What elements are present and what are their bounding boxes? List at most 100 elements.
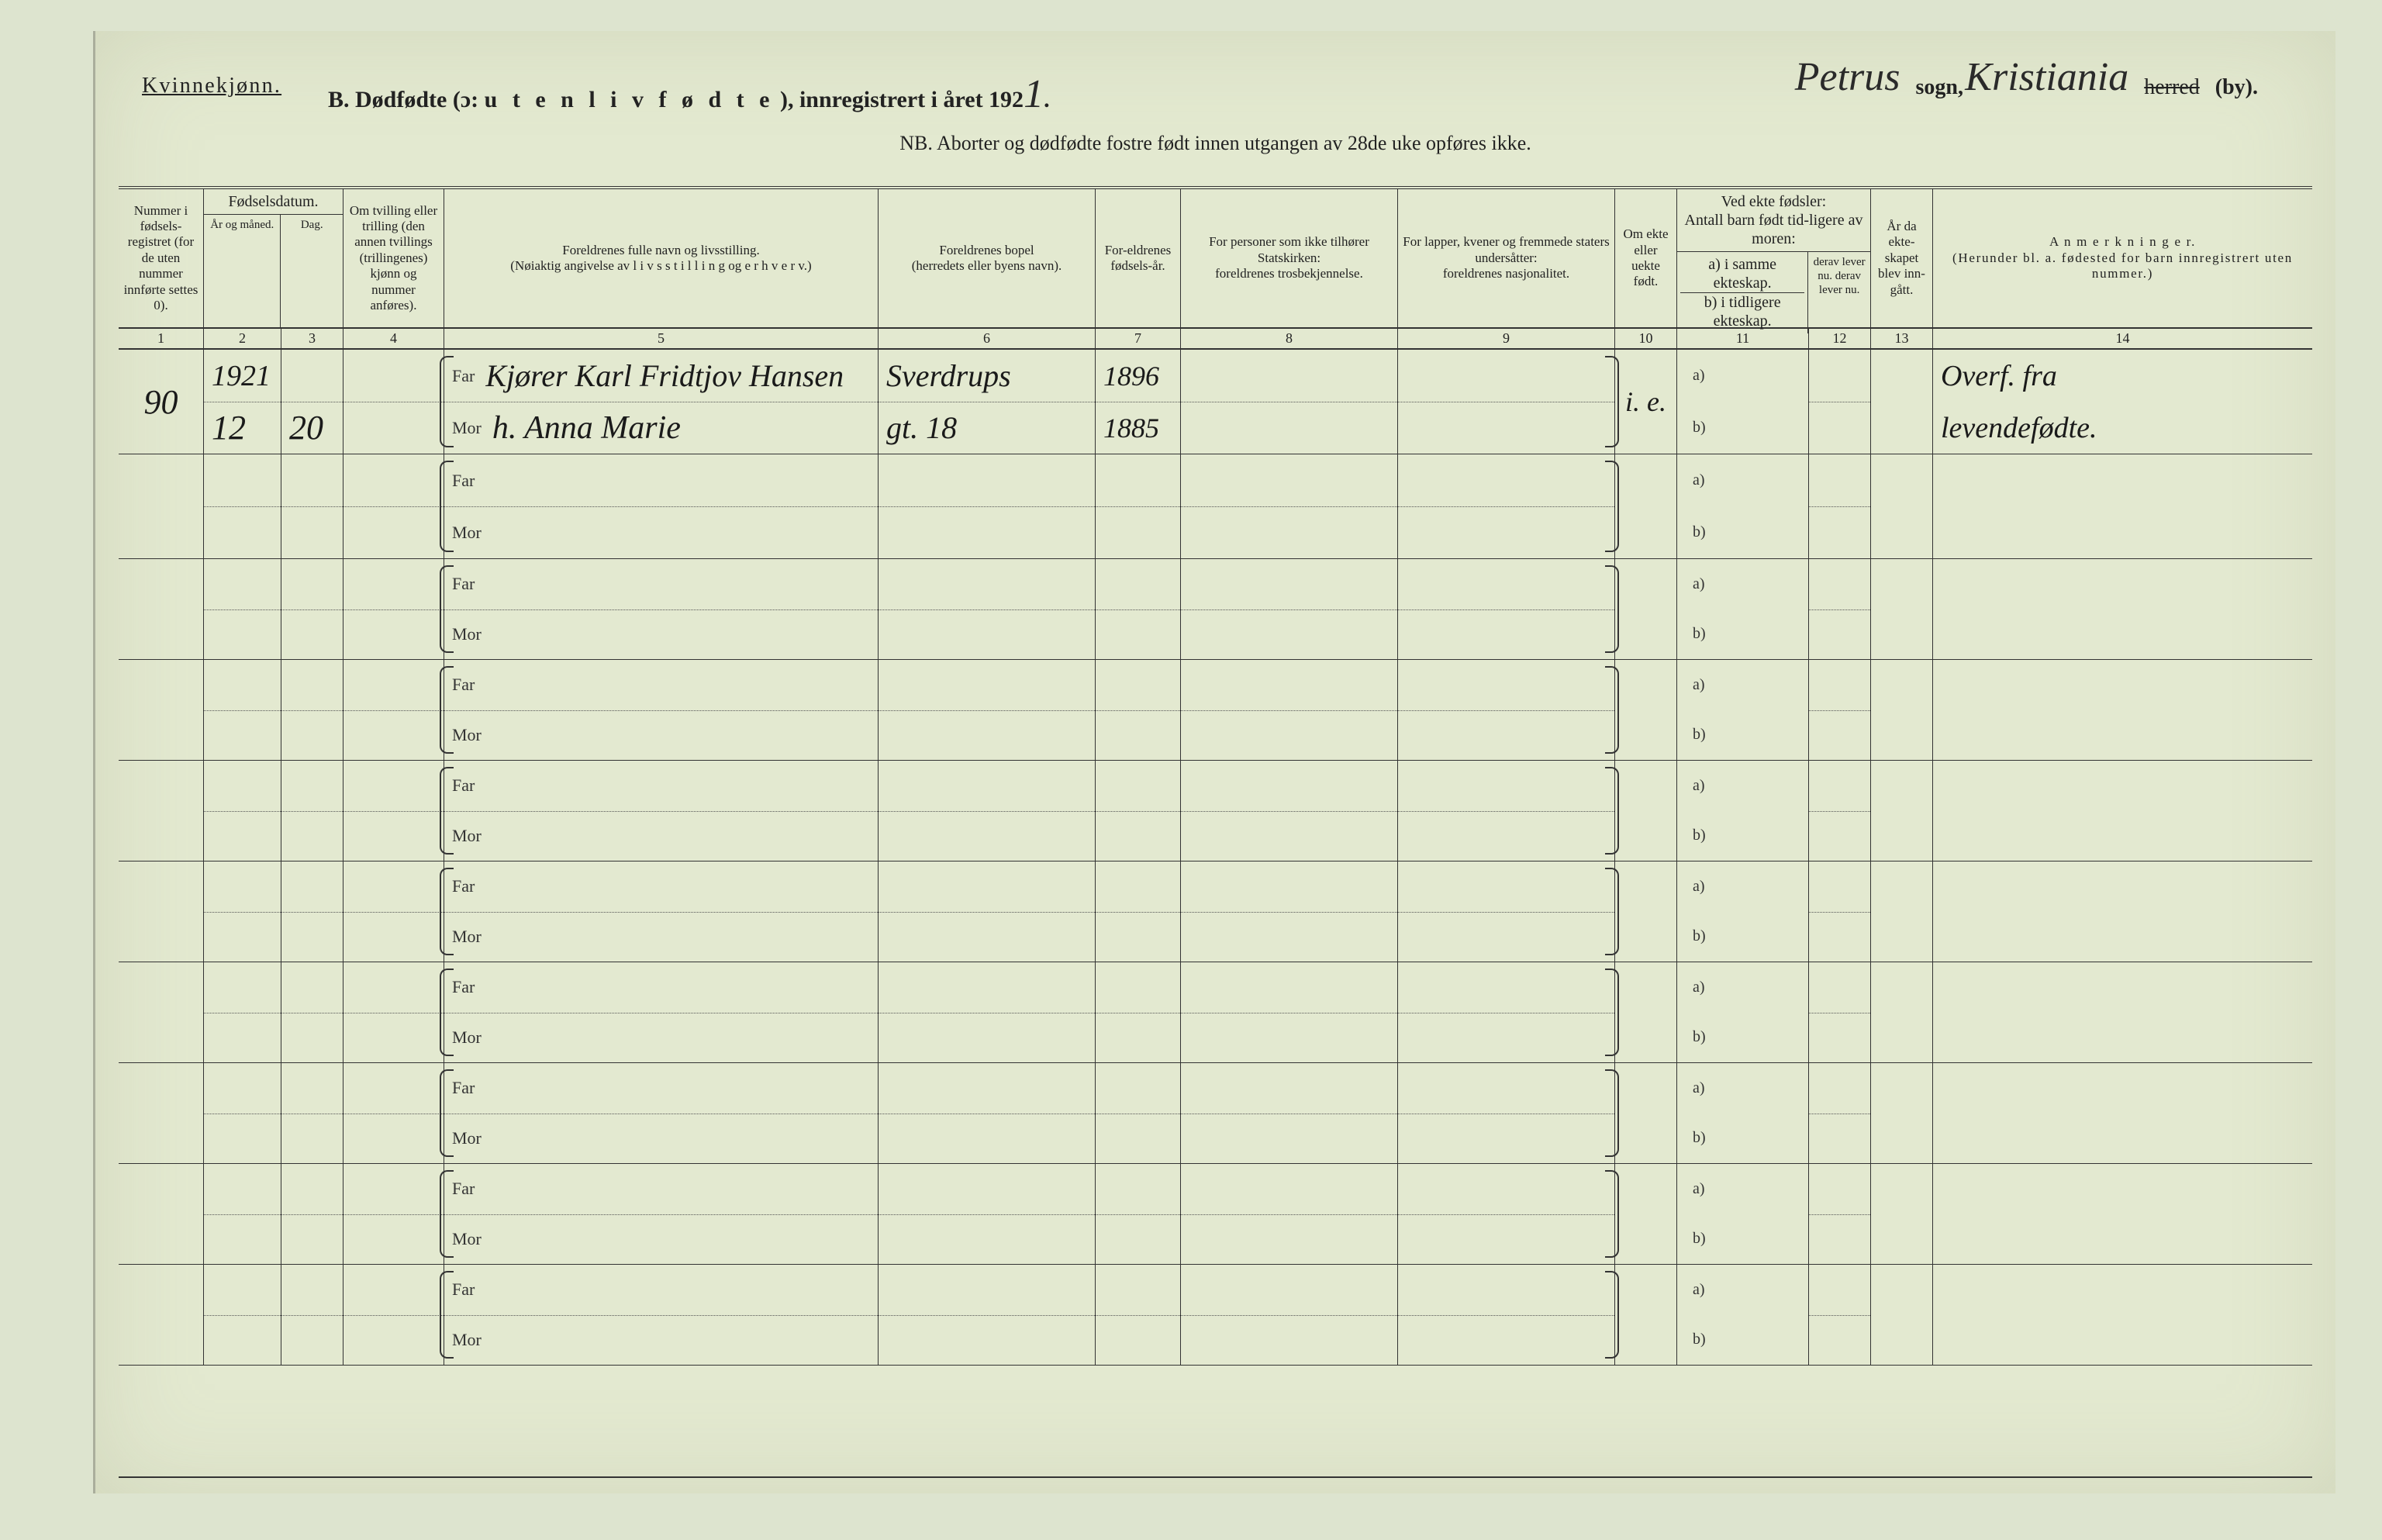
far-label: Far bbox=[452, 1279, 475, 1300]
mor-label: Mor bbox=[452, 1027, 482, 1048]
cell-lever bbox=[1809, 962, 1871, 1062]
cell-ekte: i. e. bbox=[1615, 350, 1677, 454]
far-bopel-hw: Sverdrups bbox=[886, 357, 1011, 394]
cell-anm bbox=[1933, 559, 2312, 659]
mor-label: Mor bbox=[452, 1128, 482, 1148]
table-row: Far Mor a) b) bbox=[119, 862, 2312, 962]
cell-ekte bbox=[1615, 559, 1677, 659]
cell-num bbox=[119, 454, 204, 558]
title-spaced: u t e n l i v f ø d t e bbox=[485, 87, 775, 112]
anm2-hw: levendefødte. bbox=[1941, 411, 2097, 445]
cell-bopel bbox=[879, 862, 1096, 962]
col-header-11top: Ved ekte fødsler: Antall barn født tid-l… bbox=[1677, 189, 1870, 252]
table-row: Far Mor a) b) bbox=[119, 761, 2312, 862]
cell-parents: Far Mor bbox=[444, 660, 879, 760]
year-handwritten: 1 bbox=[1024, 72, 1044, 116]
a-label: a) bbox=[1685, 777, 1705, 795]
cell-ekteskaps-aar bbox=[1871, 1265, 1933, 1365]
col-header-12: derav lever nu. derav lever nu. bbox=[1808, 252, 1870, 333]
cell-ekteskaps-aar bbox=[1871, 559, 1933, 659]
cell-parents: Far Mor bbox=[444, 1164, 879, 1264]
colnum-2: 2 bbox=[204, 329, 281, 348]
cell-birthyears bbox=[1096, 1063, 1181, 1163]
cell-parents: Far Mor bbox=[444, 454, 879, 558]
cell-bopel bbox=[879, 559, 1096, 659]
table-row: Far Mor a) b) bbox=[119, 660, 2312, 761]
cell-lever bbox=[1809, 454, 1871, 558]
b-label: b) bbox=[1685, 523, 1706, 541]
far-label: Far bbox=[452, 775, 475, 796]
cell-nationality bbox=[1398, 1063, 1615, 1163]
cell-bopel bbox=[879, 660, 1096, 760]
b-label: b) bbox=[1685, 1028, 1706, 1046]
col-header-8: For personer som ikke tilhører Statskirk… bbox=[1181, 189, 1398, 327]
b-label: b) bbox=[1685, 419, 1706, 437]
colnum-13: 13 bbox=[1871, 329, 1933, 348]
cell-year-month bbox=[204, 862, 281, 962]
colnum-11: 11 bbox=[1677, 329, 1809, 348]
cell-nationality bbox=[1398, 350, 1615, 454]
cell-nationality bbox=[1398, 962, 1615, 1062]
cell-faith bbox=[1181, 660, 1398, 760]
cell-twin bbox=[343, 559, 444, 659]
by-block: Kristiania herred (by). bbox=[1965, 54, 2258, 100]
cell-num bbox=[119, 1164, 204, 1264]
table-row: Far Mor a) b) bbox=[119, 1265, 2312, 1366]
col-header-dag: Dag. bbox=[281, 215, 343, 327]
herred-struck: herred bbox=[2144, 75, 2200, 100]
cell-anm bbox=[1933, 1164, 2312, 1264]
a-label: a) bbox=[1685, 878, 1705, 896]
cell-ab: a) b) bbox=[1677, 962, 1809, 1062]
mor-label: Mor bbox=[452, 1229, 482, 1249]
cell-ekteskaps-aar bbox=[1871, 660, 1933, 760]
cell-bopel: Sverdrups gt. 18 bbox=[879, 350, 1096, 454]
cell-bopel bbox=[879, 454, 1096, 558]
cell-anm bbox=[1933, 862, 2312, 962]
cell-faith bbox=[1181, 559, 1398, 659]
gender-label: Kvinnekjønn. bbox=[142, 74, 281, 98]
cell-day bbox=[281, 761, 343, 861]
cell-nationality bbox=[1398, 761, 1615, 861]
cell-parents: Far Mor bbox=[444, 1063, 879, 1163]
cell-twin bbox=[343, 350, 444, 454]
cell-birthyears bbox=[1096, 962, 1181, 1062]
cell-nationality bbox=[1398, 660, 1615, 760]
cell-day bbox=[281, 862, 343, 962]
cell-year-month bbox=[204, 962, 281, 1062]
cell-day bbox=[281, 1063, 343, 1163]
cell-twin bbox=[343, 761, 444, 861]
a-label: a) bbox=[1685, 575, 1705, 593]
mor-label: Mor bbox=[452, 826, 482, 846]
b-label: b) bbox=[1685, 927, 1706, 945]
cell-twin bbox=[343, 1265, 444, 1365]
b-label: b) bbox=[1685, 625, 1706, 643]
mor-name-hw: h. Anna Marie bbox=[492, 409, 681, 447]
cell-num bbox=[119, 761, 204, 861]
cell-ekte bbox=[1615, 454, 1677, 558]
a-label: a) bbox=[1685, 1281, 1705, 1299]
cell-twin bbox=[343, 660, 444, 760]
cell-day bbox=[281, 962, 343, 1062]
colnum-4: 4 bbox=[343, 329, 444, 348]
cell-num bbox=[119, 559, 204, 659]
cell-twin bbox=[343, 454, 444, 558]
title-prefix: B. Dødfødte (ɔ: bbox=[328, 87, 478, 112]
cell-year-month bbox=[204, 1164, 281, 1264]
a-label: a) bbox=[1685, 676, 1705, 694]
num-hw: 90 bbox=[144, 382, 178, 422]
by-name-hw: Kristiania bbox=[1965, 54, 2128, 100]
cell-day bbox=[281, 1265, 343, 1365]
table-row: Far Mor a) b) bbox=[119, 559, 2312, 660]
ekte-hw: i. e. bbox=[1625, 385, 1666, 418]
cell-anm bbox=[1933, 761, 2312, 861]
nb-line: NB. Aborter og dødfødte fostre født inne… bbox=[95, 132, 2335, 155]
column-numbers: 1 2 3 4 5 6 7 8 9 10 11 12 13 14 bbox=[119, 329, 2312, 350]
mor-label: Mor bbox=[452, 725, 482, 745]
cell-anm bbox=[1933, 454, 2312, 558]
sogn-block: Petrus sogn, bbox=[1795, 54, 1963, 100]
cell-anm bbox=[1933, 962, 2312, 1062]
cell-lever bbox=[1809, 660, 1871, 760]
register-table: Nummer i fødsels-registret (for de uten … bbox=[119, 186, 2312, 1478]
colnum-10: 10 bbox=[1615, 329, 1677, 348]
col-header-9: For lapper, kvener og fremmede staters u… bbox=[1398, 189, 1615, 327]
